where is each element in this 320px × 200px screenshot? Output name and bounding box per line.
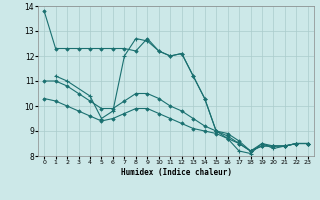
X-axis label: Humidex (Indice chaleur): Humidex (Indice chaleur) — [121, 168, 231, 177]
